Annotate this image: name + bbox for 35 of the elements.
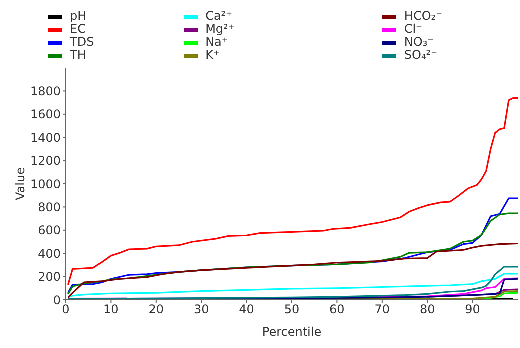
y-tick-label: 1600: [30, 108, 61, 122]
line-series: [67, 97, 518, 286]
x-tick-label: 10: [104, 302, 119, 317]
legend-label: HCO₂⁻: [404, 9, 442, 23]
y-tick-label: 400: [38, 246, 61, 261]
y-tick-label: 0: [53, 293, 61, 308]
legend-label: SO₄²⁻: [404, 48, 438, 62]
y-axis-title: Value: [13, 168, 28, 200]
y-tick-label: 600: [38, 224, 61, 238]
x-tick-label: 80: [420, 302, 436, 317]
legend-label: Na⁺: [206, 35, 228, 49]
y-tick-label: 1200: [30, 154, 61, 168]
legend-label: Ca²⁺: [206, 9, 232, 23]
x-tick-label: 70: [374, 302, 390, 317]
legend-label: pH: [70, 9, 87, 23]
y-tick-label: 1400: [30, 130, 61, 145]
legend-label: TH: [70, 48, 86, 62]
x-axis-title: Percentile: [262, 325, 322, 339]
x-tick-label: 0: [62, 302, 70, 317]
y-tick-label: 1000: [30, 177, 61, 192]
legend-label: TDS: [70, 35, 94, 49]
legend-label: EC: [70, 22, 86, 36]
legend-label: Cl⁻: [404, 22, 422, 36]
y-tick-label: 200: [38, 270, 61, 284]
x-tick-label: 40: [239, 302, 254, 317]
legend-label: K⁺: [206, 48, 220, 62]
x-tick-label: 20: [148, 302, 164, 317]
legend-label: NO₃⁻: [404, 35, 434, 49]
x-tick-label: 50: [284, 302, 300, 317]
y-tick-label: 800: [38, 200, 61, 214]
y-tick-label: 1800: [30, 84, 61, 98]
x-tick-label: 60: [330, 302, 345, 317]
x-tick-label: 30: [194, 302, 210, 317]
x-tick-label: 90: [465, 302, 480, 317]
legend-label: Mg²⁺: [206, 22, 235, 36]
